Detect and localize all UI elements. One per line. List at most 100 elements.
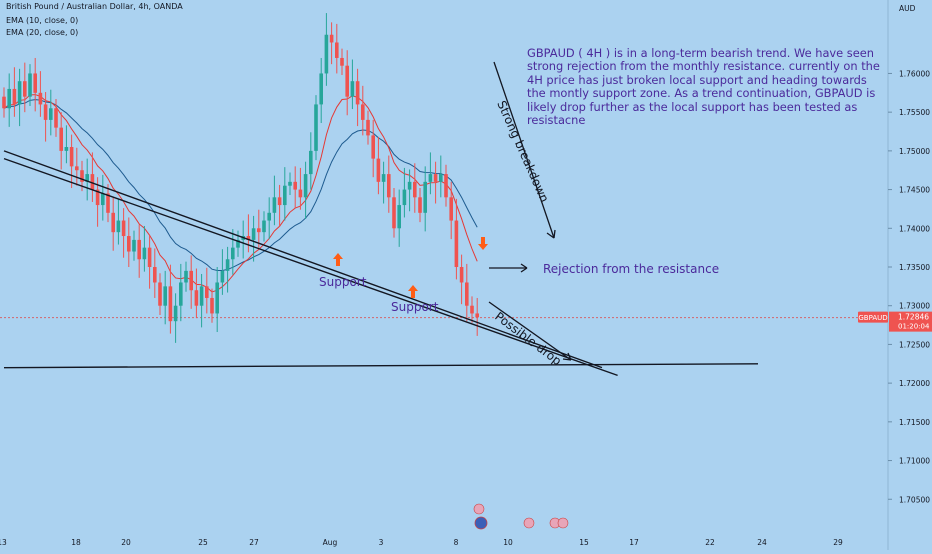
candle-body [59,127,63,151]
rejection-marker-icon [478,237,488,250]
candle-body [90,174,95,190]
event-flag-icon[interactable] [473,503,485,515]
ema10-legend[interactable]: EMA (10, close, 0) [6,16,79,25]
candle-body [147,247,152,267]
event-flag-icon[interactable] [523,517,535,529]
possible-drop-arrow [488,301,572,361]
ema20-legend[interactable]: EMA (20, close, 0) [6,28,79,37]
candle-body [381,174,386,182]
x-tick-label: 29 [833,538,843,547]
candle-body [184,270,188,283]
candle-body [106,193,110,213]
candle-body [475,313,479,318]
candle-body [142,247,147,260]
x-tick-label: 22 [705,538,715,547]
candle-body [288,181,292,186]
analysis-note: GBPAUD ( 4H ) is in a long-term bearish … [527,46,880,128]
candle-body [153,267,157,283]
candle-body [449,197,453,221]
candle-body [163,286,167,306]
ema20-line [3,99,478,271]
candle-body [444,174,448,198]
candle-body [407,181,412,190]
rejection-arrow-head [520,263,528,273]
candle-body [168,286,173,322]
x-tick-label: 18 [71,538,81,547]
candle-body [137,239,141,260]
candle-body [465,282,469,306]
candle-body [12,88,17,105]
x-tick-label: 27 [249,538,259,547]
x-tick-label: 8 [454,538,459,547]
y-tick-label: 1.72500 [899,340,930,349]
candle-body [54,108,58,128]
y-tick-label: 1.75000 [899,147,930,156]
candle-body [397,205,401,229]
event-flag-icon[interactable] [474,516,488,530]
candle-body [132,239,136,252]
x-tick-label: Aug [323,538,338,547]
event-flag-icon[interactable] [557,517,569,529]
y-tick-label: 1.72000 [899,379,930,388]
x-tick-label: 3 [379,538,384,547]
candle-body [251,228,256,240]
support-line[interactable] [3,363,759,369]
candle-body [277,197,282,206]
candle-body [179,282,183,306]
candle-body [158,282,162,306]
candle-body [345,65,349,97]
candle-body [95,189,100,206]
symbol-tag-text: GBPAUD [858,314,887,322]
candle-body [116,220,121,233]
y-tick-label: 1.70500 [899,495,930,504]
candle-body [231,247,235,260]
y-tick-label: 1.74500 [899,186,930,195]
candle-body [121,220,126,237]
y-tick-label: 1.75500 [899,108,930,117]
candle-body [439,174,443,182]
candle-body [33,73,37,93]
last-price-tag [889,311,932,332]
candle-body [101,193,105,206]
breakdown-arrow [493,61,555,239]
candle-body [23,81,27,97]
candle-body [350,81,355,97]
candle-body [220,270,225,283]
support2-label: Support [391,300,439,314]
candle-body [225,259,230,271]
candle-body [189,270,193,291]
drawn-lines [3,150,759,377]
countdown-text: 01:20:04 [898,323,930,331]
trendline-upper[interactable] [3,150,603,369]
y-tick-label: 1.73000 [899,302,930,311]
candle-body [49,108,53,120]
event-icons[interactable] [473,503,569,530]
x-tick-label: 10 [503,538,513,547]
x-tick-label: 24 [757,538,767,547]
support1-marker-icon [333,253,343,266]
candle-body [309,150,313,175]
candle-body [428,174,433,182]
candle-body [2,96,6,109]
candle-body [257,228,261,233]
candle-body [470,305,474,314]
candle-body [319,73,323,105]
symbol-title: British Pound / Australian Dollar, 4h, O… [6,2,183,11]
candle-body [69,147,74,167]
candle-body [423,181,427,213]
candle-body [371,135,375,159]
candle-body [402,189,407,206]
candle-body [194,290,199,306]
candle-body [283,185,287,206]
candle-body [210,297,214,314]
x-axis-ticks: 13 18 20 25 27 Aug 3 8 10 15 17 22 24 29 [0,538,843,547]
candle-body [361,104,365,120]
rejection-label: Rejection from the resistance [543,262,719,276]
candle-body [454,220,459,267]
trendline-lower[interactable] [3,157,618,377]
x-tick-label: 17 [629,538,639,547]
breakdown-arrow-head [546,229,556,239]
x-tick-label: 25 [198,538,208,547]
